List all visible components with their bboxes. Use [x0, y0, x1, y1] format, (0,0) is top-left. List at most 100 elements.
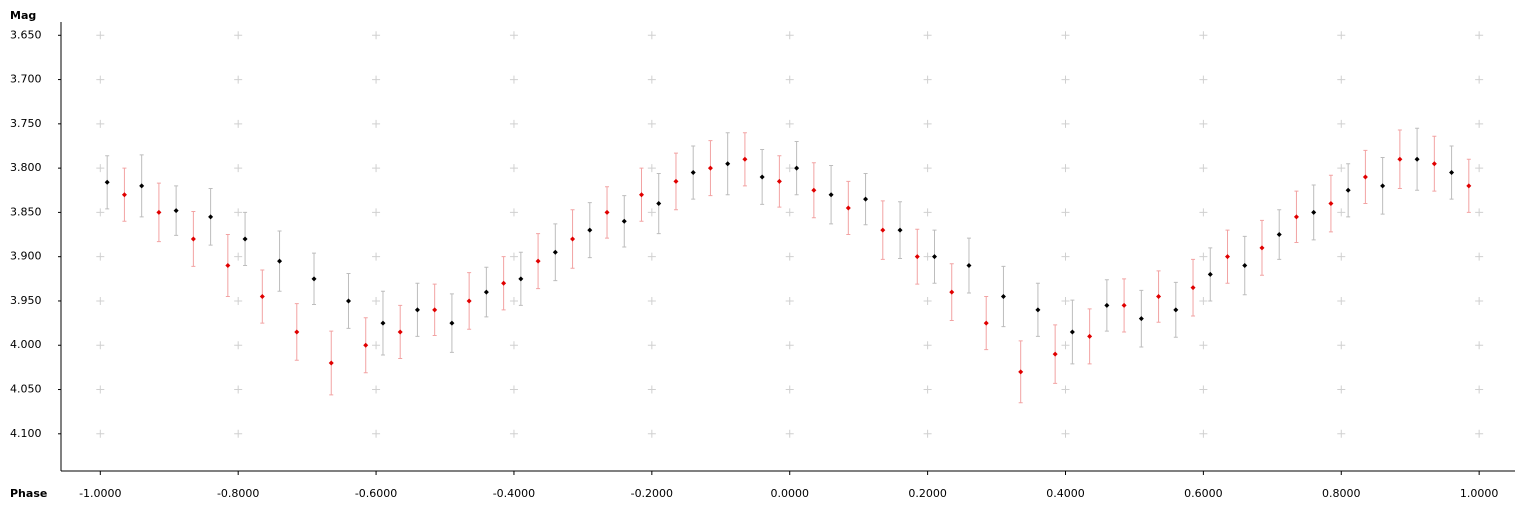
grid-plus [1061, 75, 1070, 84]
point [1207, 271, 1213, 277]
grid-plus [785, 296, 794, 305]
grid-plus [1337, 341, 1346, 350]
grid-plus [1199, 75, 1208, 84]
grid-plus [509, 252, 518, 261]
point [328, 360, 334, 366]
y-tick-label: 4.000 [10, 338, 42, 351]
point [518, 276, 524, 282]
grid-plus [923, 164, 932, 173]
grid-plus [1199, 385, 1208, 394]
point [914, 254, 920, 260]
grid-plus [372, 119, 381, 128]
point [1431, 161, 1437, 167]
point [638, 192, 644, 198]
grid-plus [1061, 296, 1070, 305]
point [621, 218, 627, 224]
x-tick-label: 0.2000 [908, 487, 947, 500]
grid-plus [372, 296, 381, 305]
grid-plus [96, 164, 105, 173]
point [501, 280, 507, 286]
x-axis-label: Phase [10, 487, 47, 500]
grid-plus [647, 31, 656, 40]
point [1449, 170, 1455, 176]
point [1293, 214, 1299, 220]
grid-plus [647, 429, 656, 438]
point [259, 294, 265, 300]
grid-plus [1337, 252, 1346, 261]
grid-plus [372, 75, 381, 84]
point [311, 276, 317, 282]
grid-plus [509, 296, 518, 305]
grid-plus [1337, 208, 1346, 217]
point [897, 227, 903, 233]
point [604, 209, 610, 215]
point [1380, 183, 1386, 189]
grid-plus [1337, 119, 1346, 128]
grid-plus [96, 252, 105, 261]
grid-plus [1475, 341, 1484, 350]
grid-plus [1199, 164, 1208, 173]
grid-plus [234, 385, 243, 394]
point [552, 249, 558, 255]
grid-plus [509, 341, 518, 350]
x-tick-label: -0.2000 [631, 487, 673, 500]
grid-plus [923, 31, 932, 40]
grid-plus [785, 31, 794, 40]
point [1276, 232, 1282, 238]
grid-plus [1337, 75, 1346, 84]
x-tick-label: 0.0000 [770, 487, 809, 500]
point [1345, 187, 1351, 193]
error-bars [105, 127, 1471, 404]
grid-plus [1337, 429, 1346, 438]
grid-plus [1199, 429, 1208, 438]
point [380, 320, 386, 326]
y-tick-label: 3.750 [10, 117, 42, 130]
grid-plus [1337, 385, 1346, 394]
grid-plus [1337, 164, 1346, 173]
x-tick-label: -1.0000 [79, 487, 121, 500]
grid-plus [234, 208, 243, 217]
point [949, 289, 955, 295]
point [759, 174, 765, 180]
grid-plus [647, 119, 656, 128]
point [1087, 333, 1093, 339]
grid-plus [372, 164, 381, 173]
grid-plus [647, 164, 656, 173]
grid-plus [1061, 385, 1070, 394]
grid-plus [234, 252, 243, 261]
point [225, 263, 231, 269]
grid-plus [372, 429, 381, 438]
grid-plus [647, 385, 656, 394]
grid-plus [96, 296, 105, 305]
x-tick-label: -0.8000 [217, 487, 259, 500]
point [156, 209, 162, 215]
point [794, 165, 800, 171]
grid-plus [234, 31, 243, 40]
grid-plus [509, 75, 518, 84]
grid-plus [372, 208, 381, 217]
point [863, 196, 869, 202]
point [587, 227, 593, 233]
grid-plus [234, 341, 243, 350]
y-tick-label: 4.050 [10, 383, 42, 396]
point [208, 214, 214, 220]
point [966, 263, 972, 269]
point [983, 320, 989, 326]
point [1259, 245, 1265, 251]
y-tick-label: 3.850 [10, 205, 42, 218]
point [139, 183, 145, 189]
grid-plus [1337, 31, 1346, 40]
grid-plus [923, 208, 932, 217]
grid-plus [1199, 252, 1208, 261]
grid-plus [1475, 31, 1484, 40]
point [1362, 174, 1368, 180]
y-axis-label: Mag [10, 9, 36, 22]
grid-plus [234, 296, 243, 305]
grid-plus [509, 119, 518, 128]
grid-plus [372, 341, 381, 350]
point [483, 289, 489, 295]
points [104, 156, 1472, 375]
grid-plus [372, 252, 381, 261]
x-tick-label: 0.4000 [1046, 487, 1085, 500]
